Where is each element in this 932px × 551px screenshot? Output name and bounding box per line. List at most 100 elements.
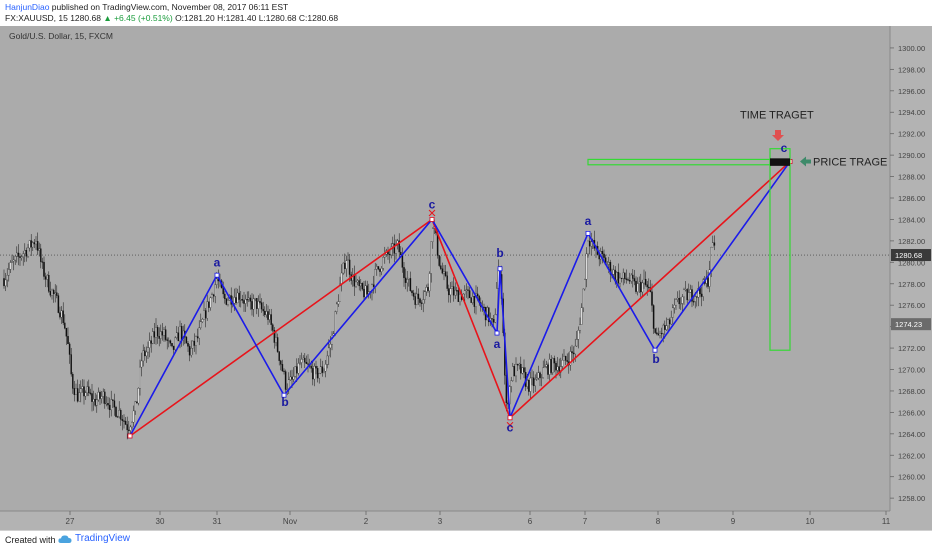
candle-up bbox=[425, 287, 428, 292]
price-target-label: PRICE TRAGE bbox=[813, 157, 887, 169]
candle-down bbox=[363, 288, 365, 298]
candle-up bbox=[326, 355, 328, 365]
candle-down bbox=[635, 280, 637, 292]
price-chart[interactable]: TIME TRAGET PRICE TRAGE a b c b a c a b c 1258.00… bbox=[0, 26, 932, 530]
candle-down bbox=[532, 377, 535, 387]
candle-down bbox=[115, 406, 117, 417]
candle-up bbox=[176, 332, 178, 338]
candle-up bbox=[334, 311, 336, 334]
candle-down bbox=[398, 240, 400, 253]
candle-up bbox=[518, 363, 520, 366]
candle-down bbox=[571, 351, 573, 354]
candle-down bbox=[473, 296, 476, 307]
candle-up bbox=[96, 399, 98, 406]
candle-down bbox=[304, 357, 306, 363]
candle-down bbox=[656, 332, 658, 334]
candle-down bbox=[180, 326, 183, 341]
candle-down bbox=[550, 359, 552, 373]
wave-labels: a b c b a c a b c bbox=[214, 141, 788, 435]
candle-down bbox=[259, 301, 261, 303]
candle-down bbox=[404, 277, 407, 283]
wave-label: a bbox=[494, 337, 501, 351]
tradingview-brand[interactable]: TradingView bbox=[58, 533, 130, 544]
candle-down bbox=[648, 286, 650, 288]
candle-up bbox=[78, 392, 80, 402]
candle-up bbox=[27, 247, 29, 257]
candle-up bbox=[105, 403, 108, 405]
candle-up bbox=[675, 299, 677, 306]
candle-down bbox=[411, 290, 413, 294]
candle-down bbox=[513, 366, 516, 377]
candle-up bbox=[195, 336, 197, 346]
candle-down bbox=[598, 254, 600, 260]
target-zone-marker bbox=[770, 158, 790, 166]
y-tick-label: 1288.00 bbox=[898, 173, 925, 182]
candle-up bbox=[216, 278, 218, 285]
candle-down bbox=[30, 240, 32, 248]
x-tick-label: 9 bbox=[731, 517, 736, 526]
candle-down bbox=[283, 370, 285, 372]
candle-up bbox=[75, 388, 77, 395]
candle-up bbox=[585, 253, 588, 280]
wave-vertex bbox=[494, 330, 500, 336]
candle-up bbox=[4, 279, 7, 287]
candle-up bbox=[145, 351, 148, 357]
candle-down bbox=[652, 305, 655, 329]
candle-down bbox=[366, 285, 368, 295]
candle-up bbox=[449, 288, 452, 296]
candle-up bbox=[510, 380, 512, 387]
candle-up bbox=[206, 301, 208, 319]
candle-down bbox=[700, 293, 703, 297]
candle-down bbox=[448, 288, 450, 296]
candle-down bbox=[651, 291, 653, 306]
time-axis[interactable]: 27 30 31 Nov 2 3 6 7 8 9 10 11 bbox=[66, 511, 891, 526]
candle-up bbox=[347, 259, 349, 261]
candle-up bbox=[46, 275, 48, 280]
wave-vertex bbox=[652, 347, 658, 353]
price-axis[interactable]: 1258.00 1260.00 1262.00 1264.00 1266.00 1268.… bbox=[890, 44, 931, 503]
x-tick-label: 8 bbox=[656, 517, 661, 526]
candle-up bbox=[702, 279, 704, 297]
candle-up bbox=[376, 266, 378, 270]
candle-up bbox=[100, 396, 103, 399]
candle-down bbox=[291, 376, 293, 380]
wave-label: b bbox=[496, 246, 503, 260]
candle-up bbox=[356, 280, 359, 283]
x-tick-label: 30 bbox=[156, 517, 165, 526]
candle-up bbox=[443, 271, 445, 274]
candle-up bbox=[11, 261, 13, 263]
candle-up bbox=[329, 343, 332, 349]
candle-down bbox=[17, 252, 20, 257]
price-change: ▲ +6.45 (+0.51%) bbox=[103, 13, 173, 23]
candle-up bbox=[548, 359, 551, 375]
wave-vertex bbox=[585, 230, 591, 236]
candle-up bbox=[384, 253, 386, 258]
candle-down bbox=[91, 393, 93, 402]
candle-down bbox=[547, 364, 549, 375]
y-tick-label: 1280.00 bbox=[898, 258, 925, 267]
candle-down bbox=[614, 269, 616, 281]
candle-down bbox=[144, 350, 146, 357]
candle-down bbox=[222, 287, 224, 295]
candle-up bbox=[12, 259, 15, 262]
wave-label: c bbox=[781, 141, 788, 155]
candle-up bbox=[345, 260, 348, 269]
candle-down bbox=[312, 368, 314, 380]
candle-up bbox=[708, 269, 711, 287]
candle-up bbox=[464, 290, 466, 295]
candle-down bbox=[88, 386, 90, 394]
author-link[interactable]: HanjunDiao bbox=[5, 2, 50, 12]
candle-up bbox=[97, 391, 100, 401]
candle-down bbox=[377, 266, 380, 270]
candle-up bbox=[545, 364, 548, 367]
footer: Created with TradingView bbox=[0, 530, 932, 551]
candle-down bbox=[212, 294, 215, 297]
plot-area bbox=[0, 26, 890, 511]
candle-down bbox=[316, 368, 319, 379]
candle-down bbox=[401, 254, 404, 268]
candle-up bbox=[131, 422, 133, 428]
chart-area[interactable]: TIME TRAGET PRICE TRAGE a b c b a c a b c 1258.00… bbox=[0, 26, 932, 530]
candle-up bbox=[268, 314, 271, 320]
candle-down bbox=[150, 340, 152, 344]
candle-up bbox=[6, 275, 8, 281]
